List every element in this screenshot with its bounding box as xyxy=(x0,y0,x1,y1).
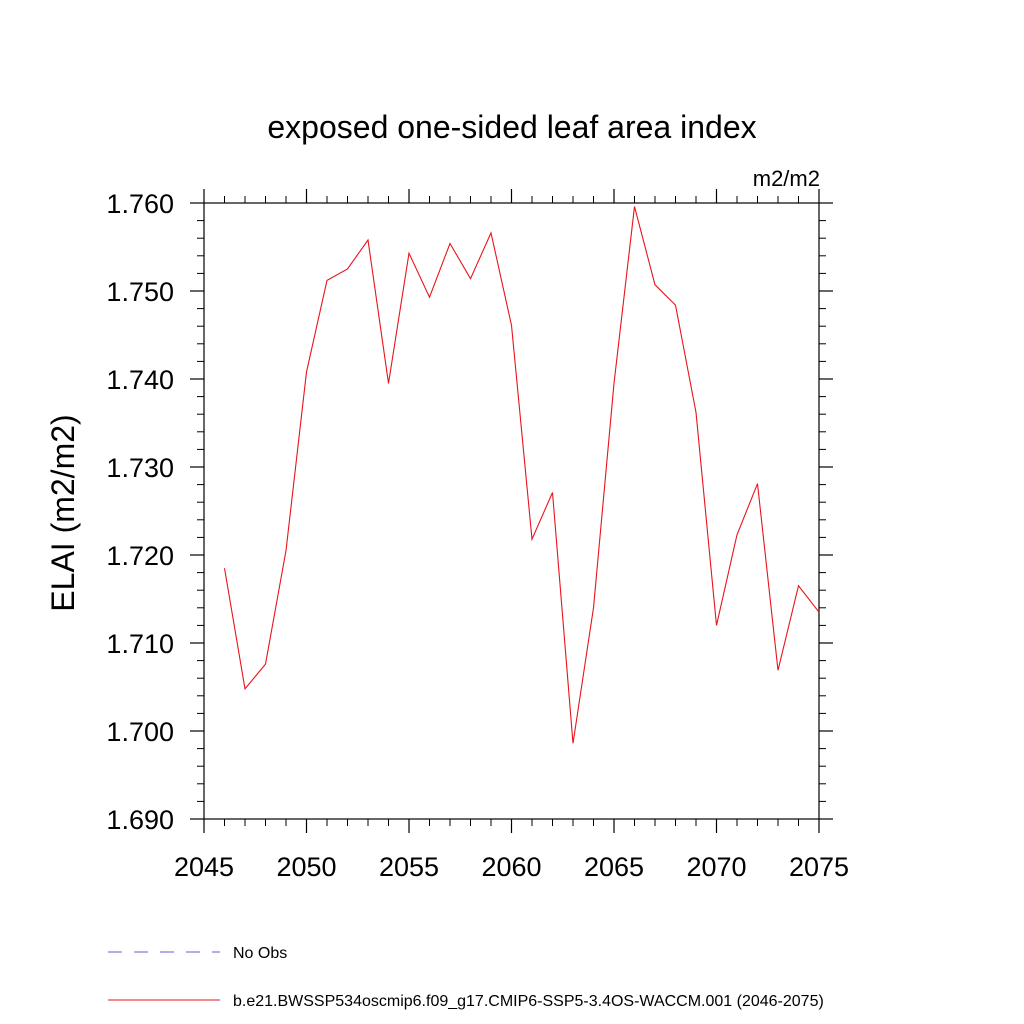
series-layer xyxy=(223,206,820,744)
tick-labels: 2045 2050 2055 2060 2065 2070 2075 1.690 1.700 1.… xyxy=(106,189,849,882)
x-tick-label: 2050 xyxy=(276,852,336,882)
y-tick-label: 1.740 xyxy=(106,365,174,395)
x-tick-label: 2045 xyxy=(174,852,234,882)
x-tick-label: 2065 xyxy=(584,852,644,882)
legend: No Obs b.e21.BWSSP534oscmip6.f09_g17.CMIP… xyxy=(108,945,824,1010)
y-axis-label: ELAI (m2/m2) xyxy=(45,414,81,611)
axis-ticks xyxy=(190,189,833,833)
x-tick-label: 2060 xyxy=(481,852,541,882)
legend-label: No Obs xyxy=(233,945,287,962)
y-tick-label: 1.720 xyxy=(106,541,174,571)
legend-label: b.e21.BWSSP534oscmip6.f09_g17.CMIP6-SSP5… xyxy=(233,993,824,1010)
y-tick-label: 1.690 xyxy=(106,805,174,835)
x-tick-label: 2055 xyxy=(379,852,439,882)
y-tick-label: 1.710 xyxy=(106,629,174,659)
chart-title: exposed one-sided leaf area index xyxy=(267,109,756,145)
plot-frame xyxy=(203,202,820,820)
y-tick-label: 1.750 xyxy=(106,277,174,307)
y-tick-label: 1.700 xyxy=(106,717,174,747)
y-tick-label: 1.760 xyxy=(106,189,174,219)
x-tick-label: 2070 xyxy=(686,852,746,882)
series-line xyxy=(223,206,820,744)
x-tick-label: 2075 xyxy=(789,852,849,882)
units-label: m2/m2 xyxy=(753,166,820,191)
y-tick-label: 1.730 xyxy=(106,453,174,483)
